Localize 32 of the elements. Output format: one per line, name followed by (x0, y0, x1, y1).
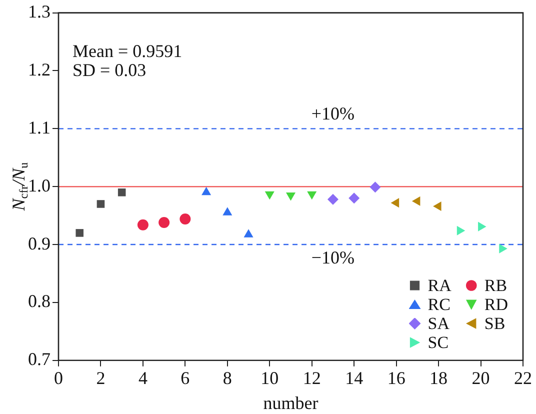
y-axis-title: Ncfr/Nu (8, 162, 31, 212)
x-tick-label: 12 (302, 368, 321, 388)
y-tick-label: 1.2 (28, 59, 50, 80)
legend-label: RD (483, 295, 508, 314)
legend-label: SC (426, 333, 450, 352)
x-tick-label: 10 (260, 368, 279, 388)
annotation: +10% (311, 103, 355, 124)
y-tick-label: 0.9 (28, 233, 50, 254)
x-tick-label: 2 (96, 368, 106, 388)
legend-label: SB (483, 314, 506, 333)
x-axis-title: number (263, 393, 318, 413)
legend-label: RC (426, 295, 452, 314)
x-tick-label: 14 (345, 368, 364, 388)
x-tick-label: 20 (472, 368, 490, 388)
x-tick-label: 4 (138, 368, 148, 388)
annotation: −10% (311, 247, 355, 268)
annotation: SD = 0.03 (72, 60, 146, 80)
y-tick-label: 1.3 (28, 2, 50, 22)
x-tick-label: 18 (430, 368, 448, 388)
x-tick-label: 22 (514, 368, 532, 388)
y-tick-label: 1.0 (28, 175, 50, 196)
legend-label: RA (426, 276, 452, 295)
x-tick-label: 6 (180, 368, 190, 388)
y-tick-label: 0.8 (28, 291, 50, 312)
legend-label: RB (483, 276, 508, 295)
y-tick-label: 1.1 (28, 117, 50, 138)
x-tick-label: 16 (387, 368, 406, 388)
x-tick-label: 8 (222, 368, 232, 388)
annotation: Mean = 0.9591 (72, 40, 182, 61)
x-tick-label: 0 (54, 368, 63, 388)
legend-label: SA (426, 314, 450, 333)
y-tick-label: 0.7 (28, 349, 50, 370)
